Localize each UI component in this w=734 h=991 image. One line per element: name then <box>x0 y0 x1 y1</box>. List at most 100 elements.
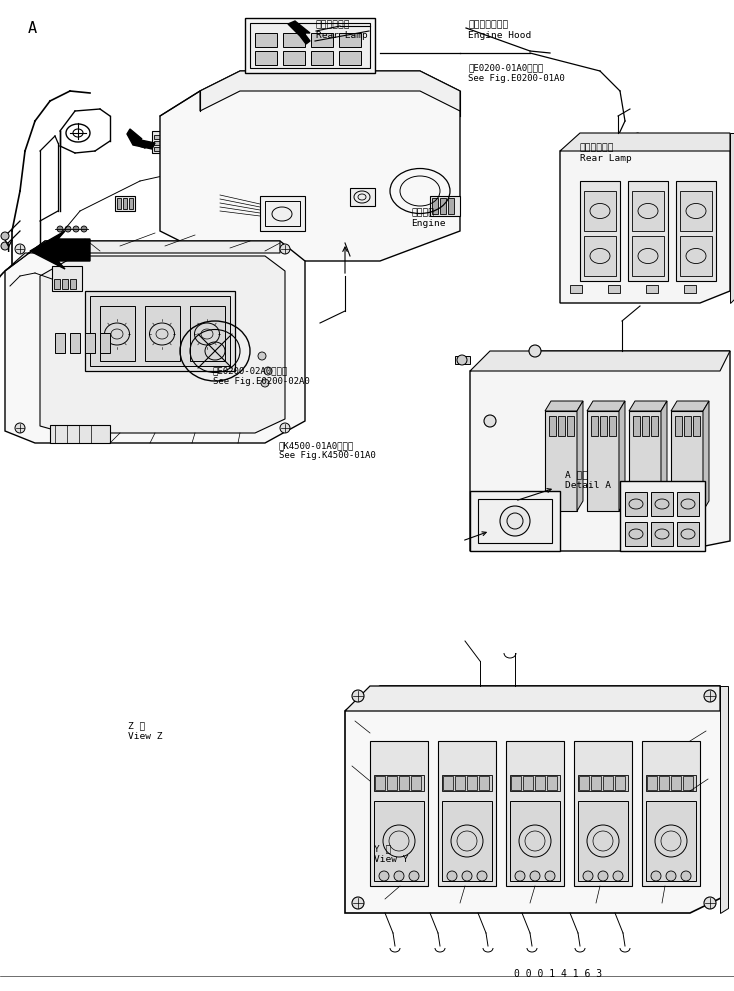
Circle shape <box>1 232 9 240</box>
Bar <box>85 333 95 353</box>
Circle shape <box>280 423 290 433</box>
Circle shape <box>681 871 691 881</box>
Text: A 詳細
Detail A: A 詳細 Detail A <box>565 471 611 491</box>
Polygon shape <box>619 401 625 511</box>
Bar <box>283 33 305 47</box>
Polygon shape <box>587 401 625 411</box>
Bar <box>50 425 110 443</box>
Circle shape <box>484 415 496 427</box>
Bar <box>467 776 477 790</box>
Bar <box>603 776 613 790</box>
Text: 第E0200-01A0図参照
See Fig.E0200-01A0: 第E0200-01A0図参照 See Fig.E0200-01A0 <box>468 63 565 83</box>
Polygon shape <box>470 351 730 551</box>
Bar <box>44 267 58 269</box>
Bar <box>646 775 696 791</box>
Polygon shape <box>200 71 460 111</box>
Bar <box>567 416 574 436</box>
Bar <box>510 801 560 881</box>
Bar <box>443 776 453 790</box>
Bar <box>152 131 180 153</box>
Bar <box>190 306 225 361</box>
Polygon shape <box>703 401 709 511</box>
Bar <box>440 198 446 214</box>
Bar <box>591 416 598 436</box>
Bar <box>375 776 385 790</box>
Circle shape <box>666 871 676 881</box>
Bar <box>584 236 616 276</box>
Circle shape <box>73 226 79 232</box>
Polygon shape <box>629 411 661 511</box>
Polygon shape <box>127 129 155 149</box>
Polygon shape <box>40 256 285 433</box>
Bar <box>399 776 409 790</box>
Polygon shape <box>345 686 720 711</box>
Bar <box>374 801 424 881</box>
Bar <box>70 279 76 289</box>
Circle shape <box>598 871 608 881</box>
Circle shape <box>409 871 419 881</box>
Bar <box>370 741 428 886</box>
Bar <box>625 522 647 546</box>
Bar <box>608 285 620 293</box>
Bar <box>442 801 492 881</box>
Bar <box>162 135 168 139</box>
Bar <box>170 135 176 139</box>
Polygon shape <box>545 401 583 411</box>
Circle shape <box>447 871 457 881</box>
Bar <box>523 776 533 790</box>
Bar <box>90 296 230 366</box>
Bar <box>85 291 235 371</box>
Bar <box>511 776 521 790</box>
Bar <box>145 306 180 361</box>
Circle shape <box>379 871 389 881</box>
Polygon shape <box>560 136 730 303</box>
Bar <box>432 198 438 214</box>
Bar <box>651 416 658 436</box>
Bar <box>651 492 673 516</box>
Bar <box>609 416 616 436</box>
Text: Y 視
View Y: Y 視 View Y <box>374 844 409 864</box>
Bar <box>62 279 68 289</box>
Polygon shape <box>720 686 728 913</box>
Circle shape <box>484 505 496 517</box>
Circle shape <box>477 871 487 881</box>
Bar <box>584 191 616 231</box>
Bar <box>547 776 557 790</box>
Bar <box>680 191 712 231</box>
Circle shape <box>530 871 540 881</box>
Circle shape <box>529 345 541 357</box>
Text: Z 視
View Z: Z 視 View Z <box>128 721 163 741</box>
Bar <box>642 741 700 886</box>
Bar <box>162 147 168 151</box>
Polygon shape <box>671 411 703 511</box>
Circle shape <box>583 871 593 881</box>
Polygon shape <box>730 133 734 303</box>
Circle shape <box>1 242 9 250</box>
Bar <box>455 356 470 364</box>
Text: 第E0200-02A0図参照
See Fig.E0200-02A0: 第E0200-02A0図参照 See Fig.E0200-02A0 <box>213 367 310 386</box>
Bar <box>42 261 60 291</box>
Bar <box>154 141 160 145</box>
Circle shape <box>704 690 716 702</box>
Polygon shape <box>5 241 305 443</box>
Bar <box>350 188 375 206</box>
Bar <box>677 522 699 546</box>
Bar <box>170 147 176 151</box>
Bar <box>374 775 424 791</box>
Bar <box>154 147 160 151</box>
Text: リヤーランプ
Rear Lamp: リヤーランプ Rear Lamp <box>316 21 368 41</box>
Circle shape <box>261 379 269 387</box>
Bar <box>54 279 60 289</box>
Bar <box>479 776 489 790</box>
Bar <box>535 776 545 790</box>
Bar <box>683 776 693 790</box>
Circle shape <box>651 871 661 881</box>
Bar <box>579 776 589 790</box>
Bar <box>651 522 673 546</box>
Bar <box>574 741 632 886</box>
Text: A: A <box>28 21 37 36</box>
Bar <box>642 416 649 436</box>
Bar <box>265 201 300 226</box>
Bar <box>558 416 565 436</box>
Bar <box>580 181 620 281</box>
